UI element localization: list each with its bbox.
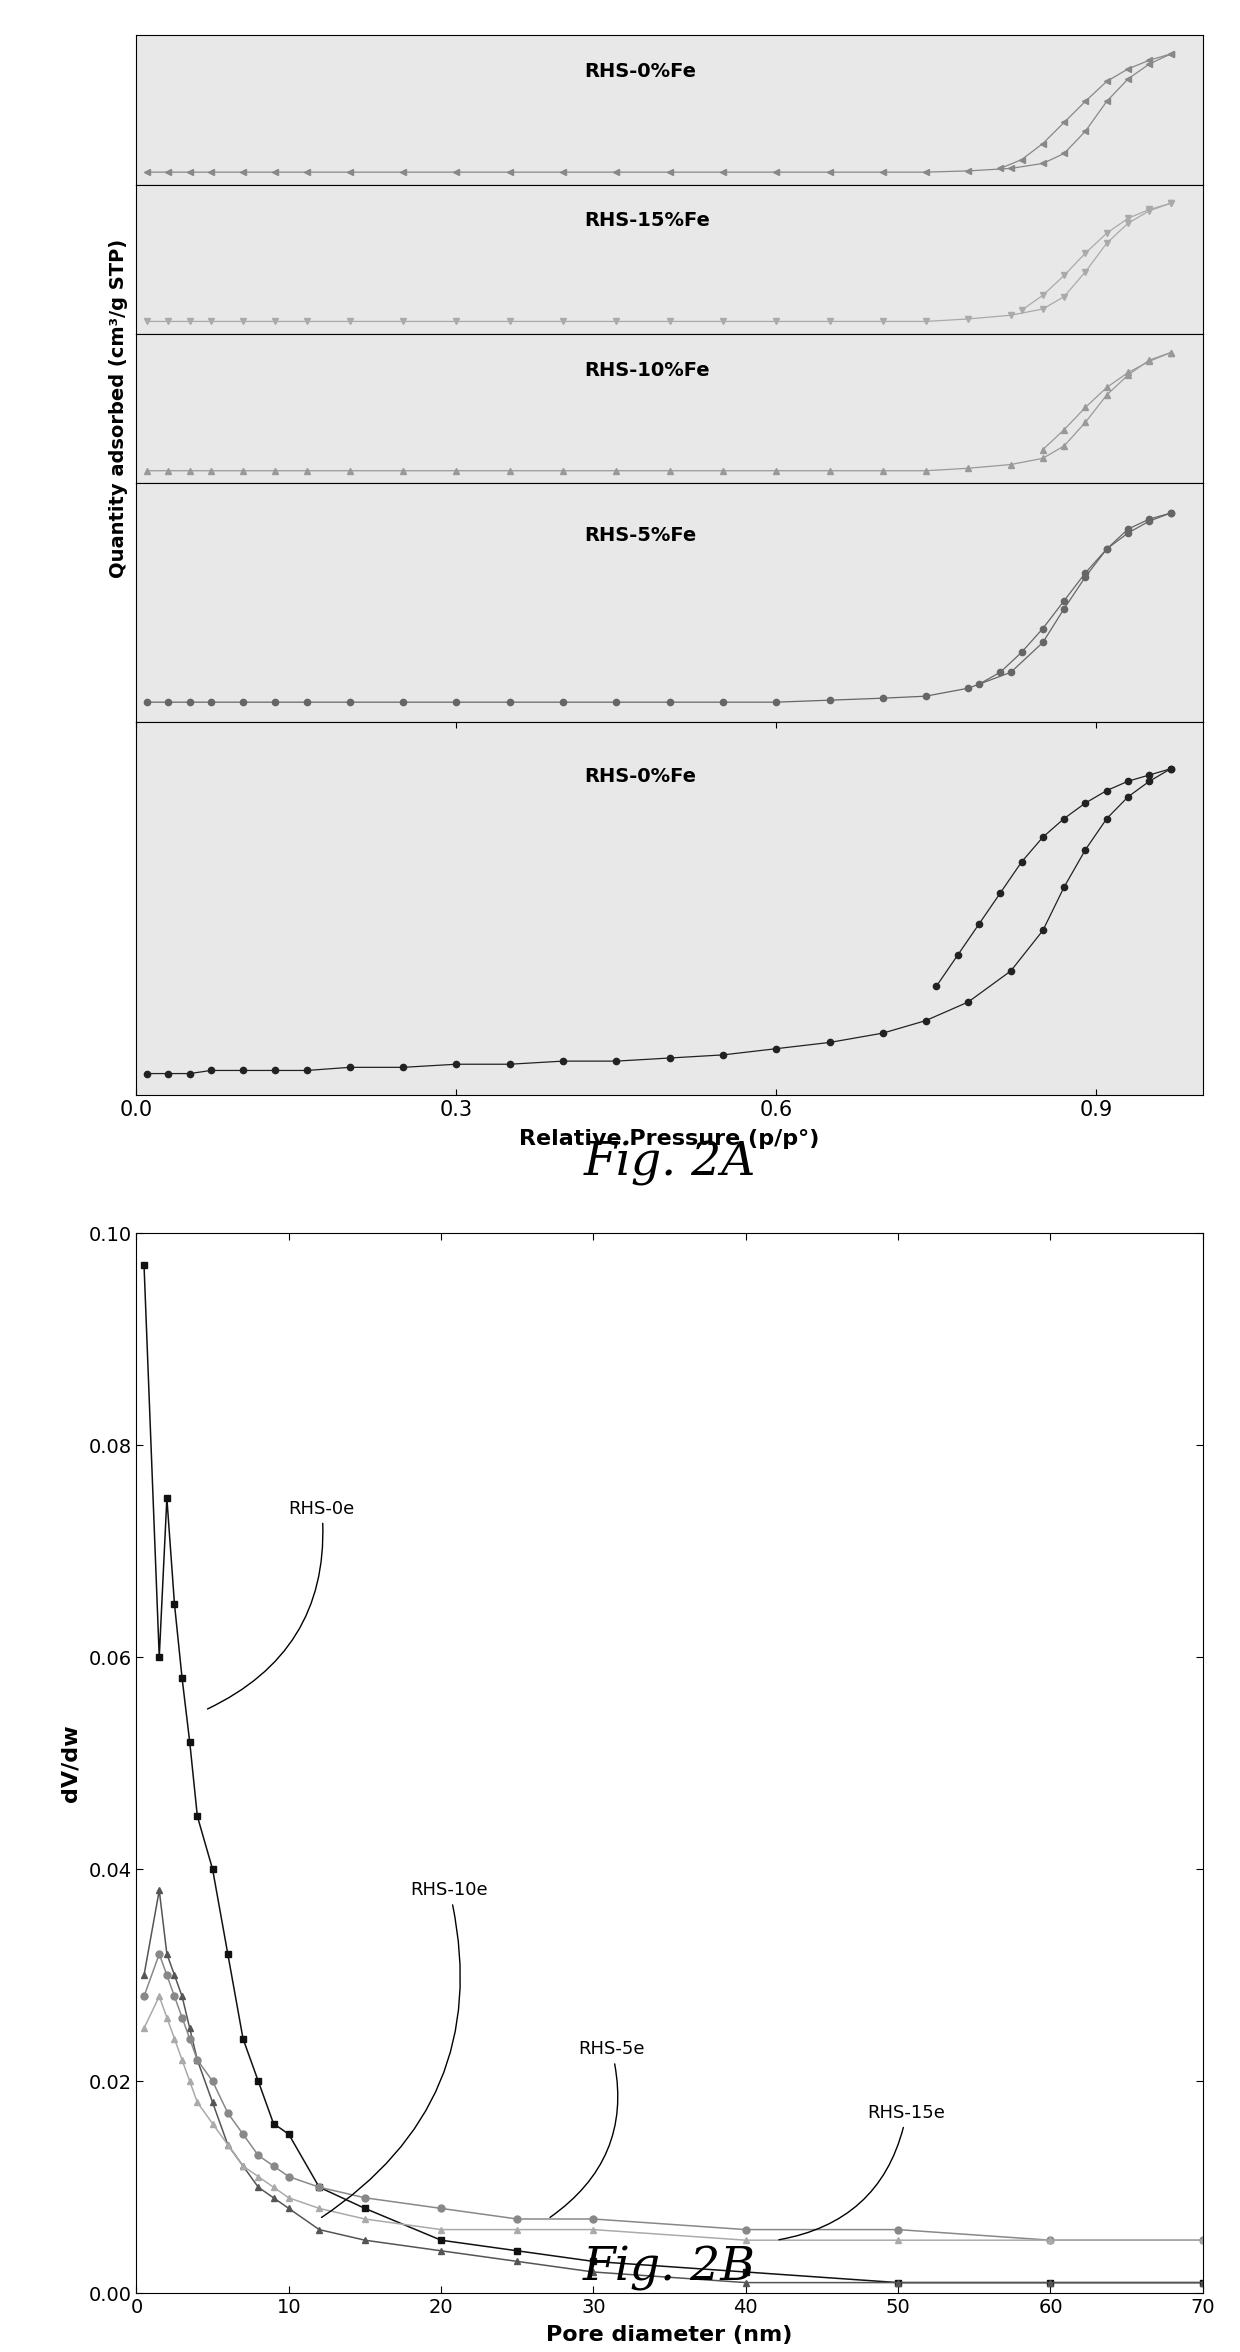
Text: RHS-5%Fe: RHS-5%Fe: [584, 527, 697, 546]
Y-axis label: dV/dw: dV/dw: [60, 1724, 81, 1802]
Text: RHS-15e: RHS-15e: [779, 2105, 946, 2239]
Text: RHS-5e: RHS-5e: [551, 2042, 645, 2218]
Text: Fig. 2A: Fig. 2A: [583, 1141, 756, 1185]
Text: RHS-15%Fe: RHS-15%Fe: [584, 212, 711, 230]
Text: RHS-0%Fe: RHS-0%Fe: [584, 767, 697, 786]
Y-axis label: Quantity adsorbed (cm³/g STP): Quantity adsorbed (cm³/g STP): [109, 240, 128, 579]
Text: RHS-0%Fe: RHS-0%Fe: [584, 61, 697, 82]
Text: Fig. 2B: Fig. 2B: [583, 2246, 756, 2291]
Text: RHS-10e: RHS-10e: [321, 1882, 489, 2218]
Text: RHS-0e: RHS-0e: [207, 1501, 355, 1710]
X-axis label: Pore diameter (nm): Pore diameter (nm): [547, 2326, 792, 2345]
X-axis label: Relative Pressure (p/p°): Relative Pressure (p/p°): [520, 1129, 820, 1148]
Text: RHS-10%Fe: RHS-10%Fe: [584, 360, 711, 379]
